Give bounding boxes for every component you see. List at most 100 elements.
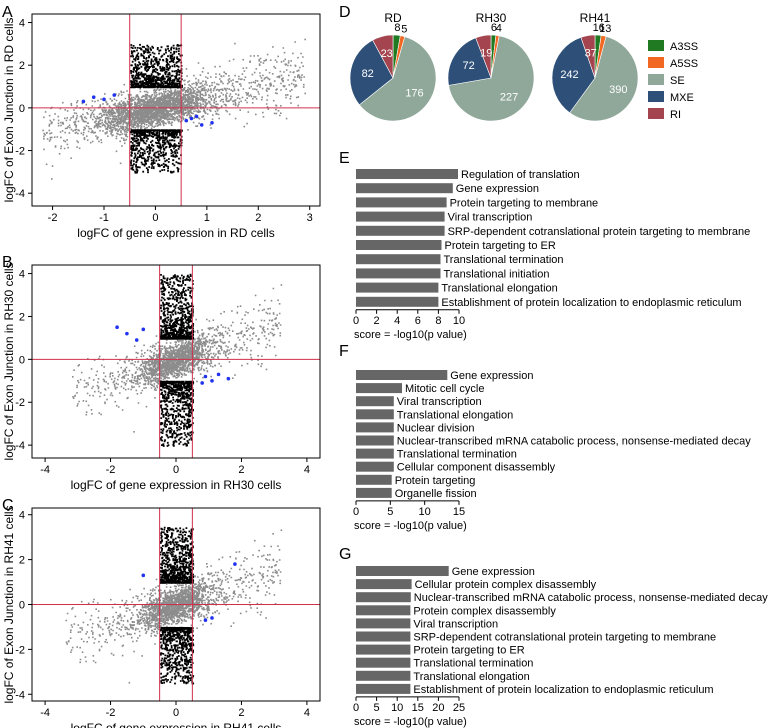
pie-slice-label: 23 [381, 48, 393, 60]
pie-slice-label: 6 [491, 22, 497, 34]
x-tick-label: 0 [152, 212, 158, 224]
pie-legend: A3SS A5SS SE MXE RI [648, 40, 698, 121]
bar [356, 409, 394, 420]
panel-label-b: B [2, 254, 13, 271]
blue-point [226, 376, 231, 381]
pie-slice-label: 16 [593, 22, 605, 34]
x-tick-label: 25 [453, 702, 465, 714]
x-tick-label: -4 [40, 464, 50, 476]
blue-point [189, 116, 194, 121]
x-tick-label: 10 [391, 702, 403, 714]
x-tick-label: 20 [432, 702, 444, 714]
legend-swatch [648, 108, 664, 119]
x-tick-label: 15 [412, 702, 424, 714]
x-tick-label: 8 [435, 315, 441, 327]
blue-point [184, 118, 189, 123]
x-tick-label: 2 [238, 707, 244, 719]
bar-label: Gene expression [456, 183, 539, 195]
scatter-plot-b: -4 -2 0 2 4 -4 -2 0 2 4 logFC of gene expression i… [2, 262, 321, 492]
black-point-cloud [159, 273, 195, 447]
bar [356, 605, 411, 616]
bar-label: Translational initiation [444, 268, 550, 280]
x-axis-label: logFC of gene expression in RH41 cells [71, 721, 282, 728]
scatter-points [65, 526, 283, 685]
bar [356, 579, 412, 590]
bar-label: Viral transcription [448, 212, 533, 224]
bar-label: Cellular protein complex disassembly [415, 579, 597, 591]
x-axis-label: score = -log10(p value) [354, 329, 467, 341]
pie-slice-label: 72 [462, 60, 474, 72]
pie-slice-label: 176 [405, 87, 423, 99]
bar-label: Gene expression [452, 566, 535, 578]
x-tick-label: 5 [387, 506, 393, 518]
bar-label: Protein targeting to ER [413, 645, 524, 657]
bar-label: Translational termination [444, 254, 564, 266]
x-tick-label: 0 [353, 315, 359, 327]
legend-label: MXE [670, 92, 694, 104]
legend-label: RI [670, 109, 681, 121]
x-tick-label: 1 [204, 212, 210, 224]
pie-slice-ri [475, 34, 492, 79]
bar-label: Establishment of protein localization to… [441, 297, 741, 309]
y-tick-label: -4 [15, 689, 25, 701]
pie-slice-label: 37 [585, 48, 597, 60]
x-tick-label: -4 [40, 707, 50, 719]
x-tick-label: 15 [453, 506, 465, 518]
black-point-cloud [159, 526, 195, 685]
x-tick-label: 2 [238, 464, 244, 476]
bar [356, 370, 448, 380]
bar [356, 197, 447, 208]
pie-rd: RD8 5 176 82 23 [349, 11, 437, 122]
blue-point [141, 327, 146, 332]
y-tick-label: -2 [15, 146, 25, 158]
blue-point [203, 374, 208, 379]
bar-label: Mitotic cell cycle [405, 383, 484, 395]
bar-label: Viral transcription [413, 618, 498, 630]
x-tick-label: 4 [304, 707, 310, 719]
bar-label: Gene expression [450, 370, 533, 382]
y-tick-label: 2 [19, 311, 25, 323]
bar [356, 282, 439, 293]
blue-point [210, 121, 214, 125]
legend-swatch [648, 57, 664, 68]
x-tick-label: 2 [255, 212, 261, 224]
bar [356, 644, 411, 655]
x-axis-label: score = -log10(p value) [354, 716, 467, 728]
blue-point [134, 338, 139, 342]
bar [356, 383, 402, 394]
pie-title: RH30 [476, 11, 507, 25]
x-tick-label: 5 [374, 702, 380, 714]
bar [356, 618, 411, 629]
pie-title: RH41 [580, 11, 611, 25]
panel-label-d: D [339, 4, 351, 21]
bar [356, 474, 392, 485]
bar-label: Translational termination [413, 658, 533, 670]
pie-slice-label: 390 [609, 84, 627, 96]
bar-label: Viral transcription [397, 396, 482, 408]
bar [356, 268, 441, 279]
scatter-plot-a: -2 -1 0 1 2 3 -4 -2 0 2 4 logFC of gene expression … [2, 13, 321, 240]
x-tick-label: 0 [353, 702, 359, 714]
legend-label: A5SS [670, 58, 698, 70]
legend-swatch [648, 74, 664, 85]
bar-label: Nuclear-transcribed mRNA catabolic proce… [414, 592, 769, 604]
bar [356, 225, 445, 236]
bar-label: Protein complex disassembly [413, 605, 556, 617]
x-tick-label: -1 [99, 212, 109, 224]
blue-point [91, 95, 96, 99]
x-tick-label: 0 [353, 506, 359, 518]
bar-label: Regulation of translation [461, 169, 580, 181]
blue-point [112, 93, 117, 97]
scatter-plot-c: -4 -2 0 2 4 -4 -2 0 2 4 logFC of gene expression i… [2, 505, 321, 728]
blue-point [199, 123, 204, 127]
y-tick-label: -4 [15, 440, 25, 452]
panel-label-g: G [339, 546, 351, 563]
blue-point [115, 325, 119, 329]
x-tick-label: 4 [394, 315, 400, 327]
blue-point [210, 379, 214, 383]
